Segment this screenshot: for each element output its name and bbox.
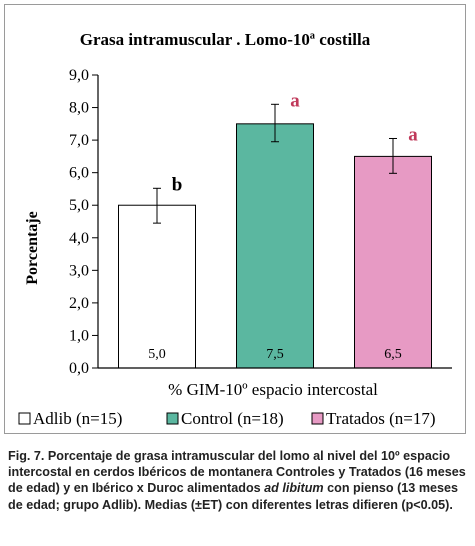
chart-title: Grasa intramuscular . Lomo-10ª costilla xyxy=(80,30,371,49)
significance-letter: a xyxy=(290,90,300,111)
y-tick-label: 6,0 xyxy=(69,165,89,182)
bars: 5,0 b 7,5 a 6,5 a xyxy=(118,90,432,369)
caption-fig-label: Fig. 7. xyxy=(8,449,45,463)
legend-swatch xyxy=(18,412,31,425)
bar-value-label: 6,5 xyxy=(384,347,402,362)
significance-letter: a xyxy=(408,124,418,145)
y-tick-label: 5,0 xyxy=(69,197,89,214)
bar-chart: Grasa intramuscular . Lomo-10ª costilla … xyxy=(18,30,452,428)
y-tick-label: 4,0 xyxy=(69,230,89,247)
axes xyxy=(97,75,452,369)
caption-italic: ad libitum xyxy=(264,481,324,496)
significance-letter: b xyxy=(172,174,183,195)
y-axis-label: Porcentaje xyxy=(24,211,41,284)
caption-text-end: con pienso (13 meses de edad; grupo Adli… xyxy=(8,481,459,512)
legend-label: Control (n=18) xyxy=(181,409,284,428)
bar xyxy=(354,155,432,369)
bar xyxy=(118,204,196,369)
y-tick-label: 3,0 xyxy=(69,262,89,279)
y-tick-label: 2,0 xyxy=(69,295,89,312)
bar-value-label: 5,0 xyxy=(148,347,166,362)
legend-label: Adlib (n=15) xyxy=(33,409,122,428)
y-tick-label: 8,0 xyxy=(69,100,89,117)
legend-swatch xyxy=(166,412,179,425)
legend-swatch xyxy=(311,412,324,425)
x-axis-label: % GIM-10º espacio intercostal xyxy=(168,380,378,399)
y-tick-label: 7,0 xyxy=(69,132,89,149)
y-tick-label: 9,0 xyxy=(69,67,89,84)
y-tick-label: 0,0 xyxy=(69,360,89,377)
y-axis-ticks: 0,0 1,0 2,0 3,0 4,0 5,0 6,0 7,0 8,0 9,0 xyxy=(69,67,98,377)
legend: Adlib (n=15) Control (n=18) Tratados (n=17… xyxy=(18,409,436,428)
y-tick-label: 1,0 xyxy=(69,327,89,344)
bar xyxy=(236,123,314,369)
bar-value-label: 7,5 xyxy=(266,347,284,362)
caption-text: Porcentaje de grasa intramuscular del lo… xyxy=(8,449,466,496)
legend-label: Tratados (n=17) xyxy=(326,409,436,428)
figure-caption: Fig. 7. Porcentaje de grasa intramuscula… xyxy=(8,448,468,513)
